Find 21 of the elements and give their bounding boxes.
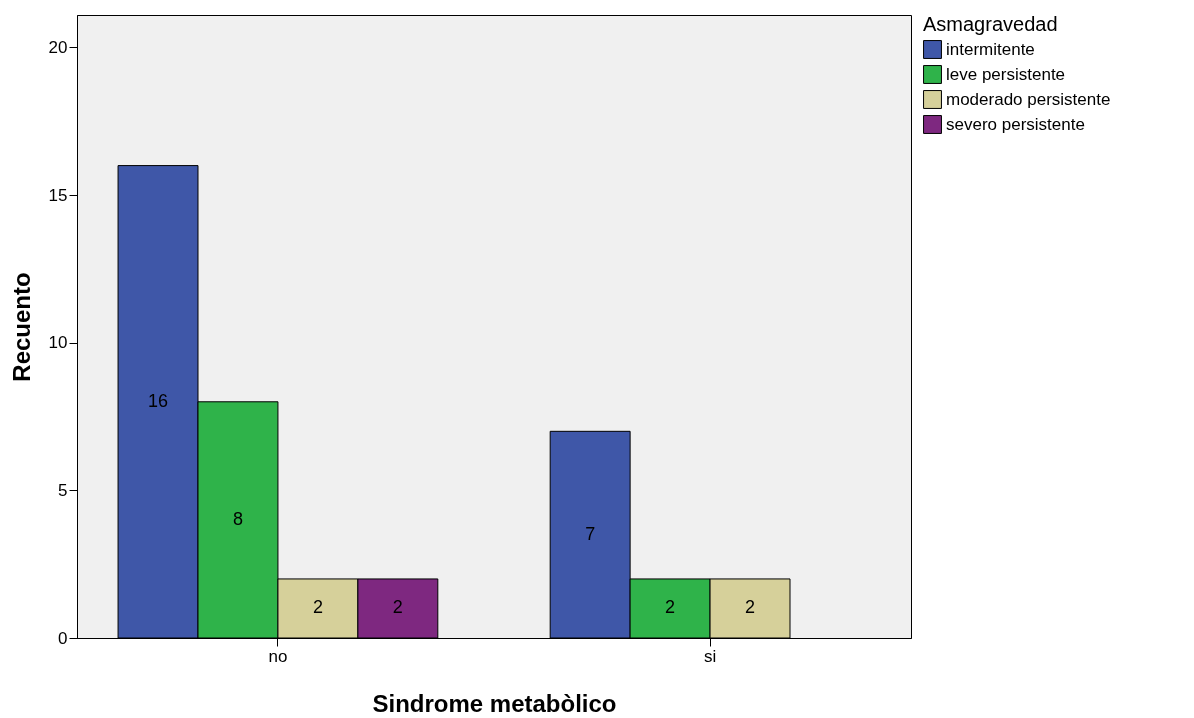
- y-tick-label: 10: [48, 333, 68, 353]
- y-tick-label: 20: [48, 37, 68, 57]
- x-axis-title: Sindrome metabòlico: [372, 689, 617, 717]
- data-label: 2: [312, 597, 323, 618]
- y-tick-label: 0: [58, 628, 68, 648]
- legend-label: moderado persistente: [946, 89, 1111, 109]
- data-label: 7: [585, 523, 596, 544]
- data-label: 2: [392, 597, 403, 618]
- x-tick-label: no: [268, 646, 288, 666]
- legend-label: severo persistente: [946, 114, 1085, 134]
- legend-label: intermitente: [946, 39, 1035, 59]
- y-tick-label: 5: [58, 480, 68, 500]
- data-label: 16: [148, 390, 169, 411]
- data-label: 2: [665, 597, 676, 618]
- data-label: 2: [745, 597, 756, 618]
- y-axis-title: Recuento: [7, 272, 35, 382]
- data-label: 8: [232, 508, 243, 529]
- legend-label: leve persistente: [946, 64, 1066, 84]
- y-tick-label: 15: [48, 185, 68, 205]
- legend-title: Asmagravedad: [923, 13, 1058, 35]
- x-tick-label: si: [703, 646, 717, 666]
